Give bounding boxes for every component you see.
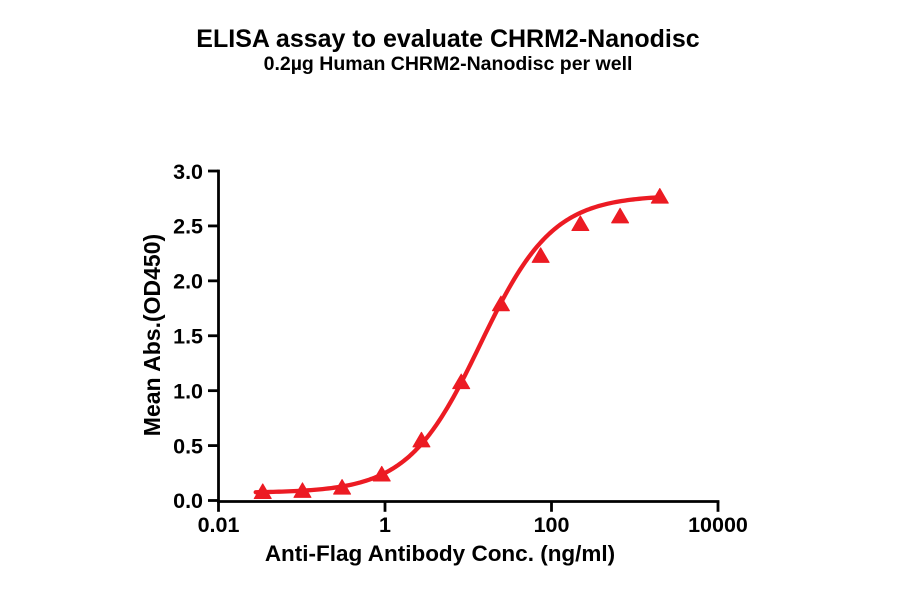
x-tick-label: 100 xyxy=(534,513,570,537)
y-tick-label: 2.0 xyxy=(173,270,203,294)
x-tick-label: 0.01 xyxy=(198,513,240,537)
data-point-marker xyxy=(333,479,352,495)
y-tick-label: 0.5 xyxy=(173,434,203,458)
fit-curve xyxy=(253,194,665,495)
y-tick-label: 0.0 xyxy=(173,489,203,513)
y-tick-label: 2.5 xyxy=(173,215,203,239)
chart-subtitle: 0.2µg Human CHRM2-Nanodisc per well xyxy=(263,53,633,75)
data-point-marker xyxy=(452,373,471,390)
y-tick-label: 3.0 xyxy=(173,160,203,184)
data-point-marker xyxy=(372,465,391,482)
data-point-marker xyxy=(611,207,630,224)
x-tick-label: 1 xyxy=(379,513,391,537)
data-point-marker xyxy=(650,187,669,204)
x-tick-label: 10000 xyxy=(688,513,748,537)
data-point-marker xyxy=(253,483,272,500)
data-point-marker xyxy=(531,247,550,263)
x-axis-title: Anti-Flag Antibody Conc. (ng/ml) xyxy=(264,541,616,566)
data-point-marker xyxy=(491,295,510,312)
data-point-marker xyxy=(412,431,431,448)
y-tick-label: 1.0 xyxy=(173,379,203,403)
chart-title: ELISA assay to evaluate CHRM2-Nanodisc xyxy=(196,25,700,53)
y-tick-label: 1.5 xyxy=(173,324,203,348)
data-point-marker xyxy=(571,215,590,232)
data-point-marker xyxy=(293,482,312,498)
